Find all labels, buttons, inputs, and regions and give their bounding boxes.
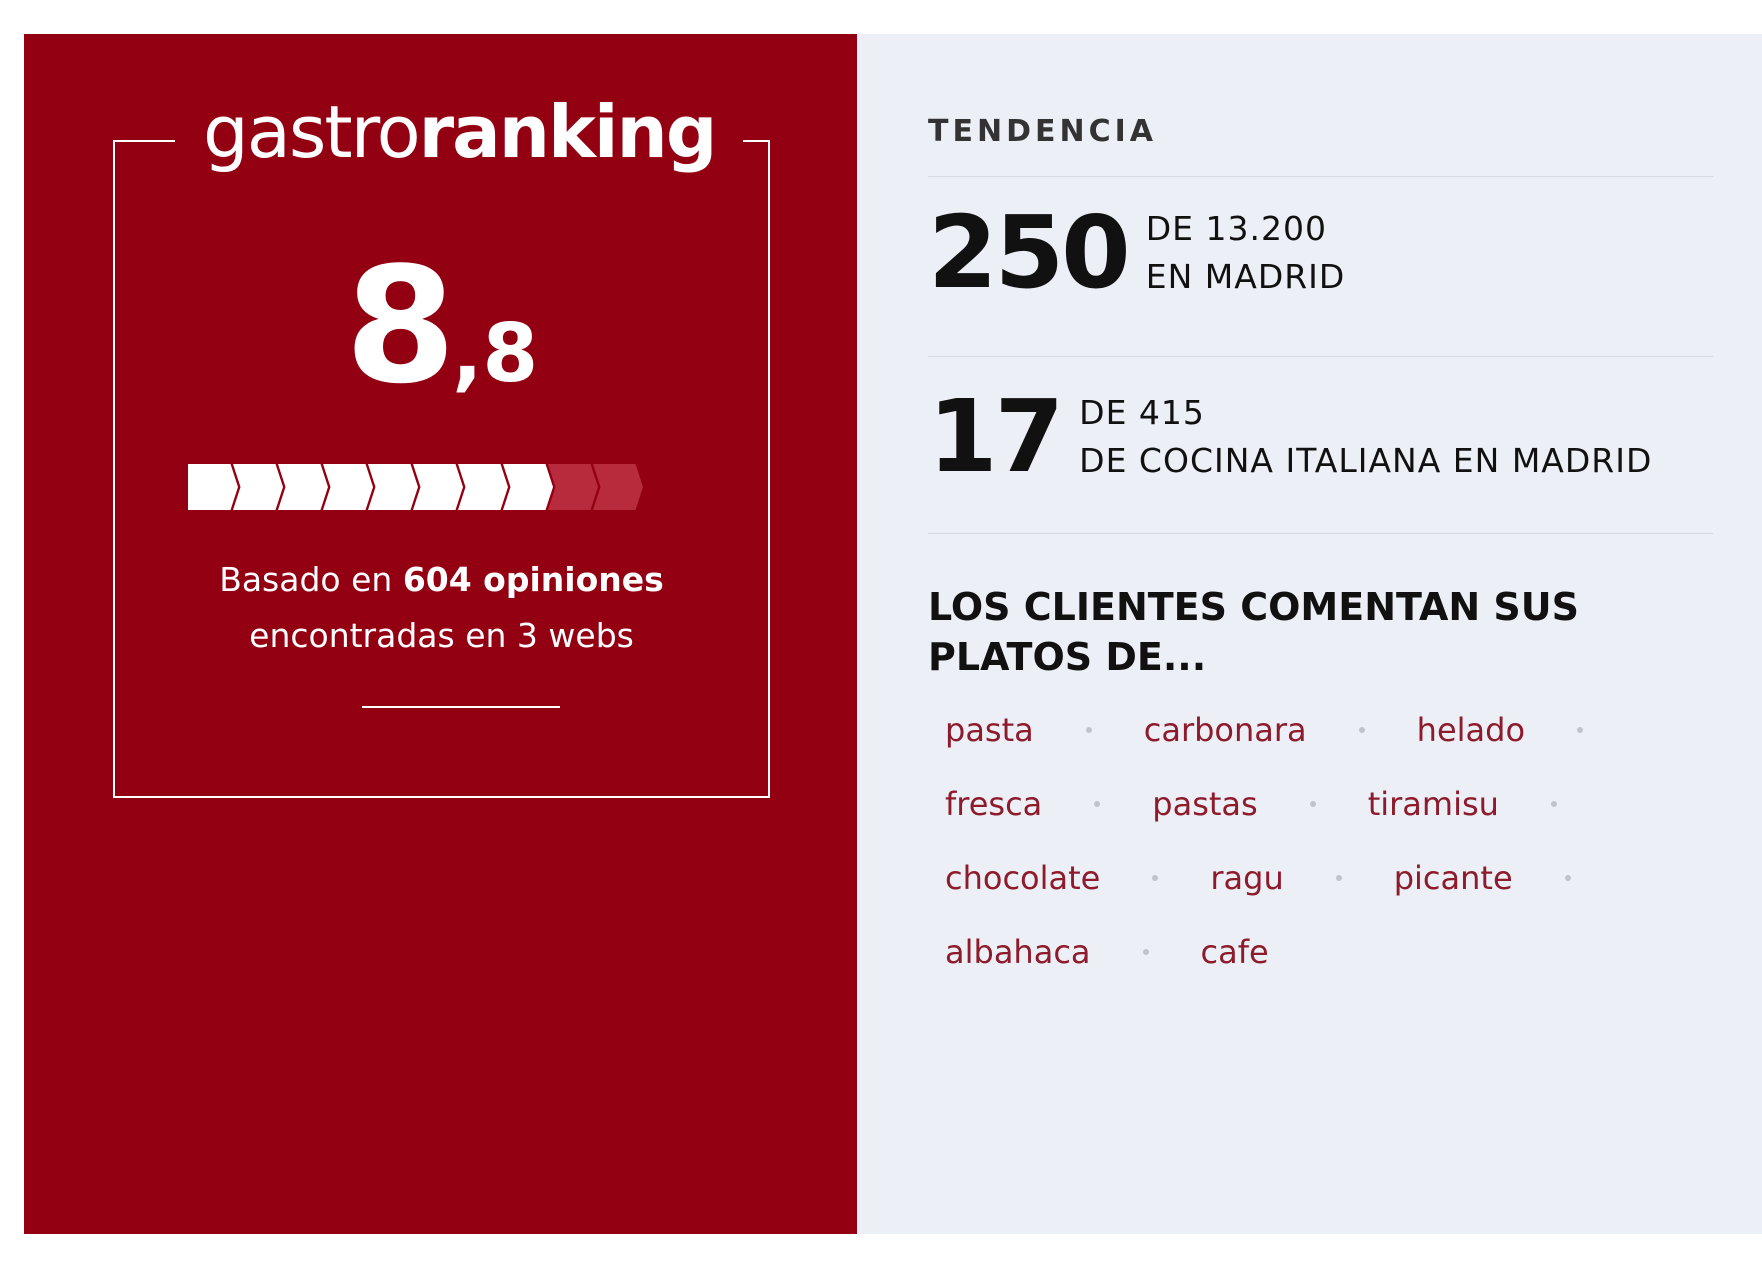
- dish-tag: albahaca: [945, 931, 1201, 973]
- separator-dot: [1564, 875, 1571, 881]
- score-box: gastroranking 8,8 Basado en 604 opinione…: [113, 82, 770, 798]
- dish-tag-label: ragu: [1210, 859, 1284, 897]
- trend-panel: TENDENCIA 250 DE 13.200 EN MADRID 17 DE 4…: [857, 34, 1762, 1234]
- separator-dot: [1577, 727, 1584, 733]
- divider: [928, 176, 1713, 177]
- score-integer: 8: [344, 232, 456, 419]
- divider: [362, 706, 560, 708]
- webs-count: encontradas en 3 webs: [249, 616, 634, 655]
- rank-number: 17: [928, 378, 1064, 495]
- dish-tag: chocolate: [945, 857, 1210, 899]
- score-decimal: ,8: [452, 307, 539, 400]
- score-segment: [458, 464, 508, 510]
- dishes-heading: LOS CLIENTES COMENTAN SUS PLATOS DE...: [928, 585, 1580, 679]
- rank-number: 250: [928, 194, 1131, 311]
- score-segment: [233, 464, 283, 510]
- separator-dot: [1094, 801, 1101, 807]
- dish-tag: helado: [1417, 709, 1635, 751]
- score-panel: gastroranking 8,8 Basado en 604 opinione…: [24, 34, 857, 1234]
- score-value: 8,8: [115, 232, 768, 419]
- dish-tag: cafe: [1201, 931, 1269, 973]
- gastroranking-logo: gastroranking: [175, 82, 744, 182]
- reviews-summary: Basado en 604 opiniones encontradas en 3…: [115, 552, 768, 664]
- separator-dot: [1085, 727, 1092, 733]
- divider: [928, 533, 1713, 534]
- rank-scope: EN MADRID: [1145, 256, 1346, 296]
- score-progress-bar: [188, 464, 644, 510]
- divider: [928, 356, 1713, 357]
- dish-tag-label: chocolate: [945, 859, 1101, 897]
- dish-tag: carbonara: [1144, 709, 1417, 751]
- separator-dot: [1152, 875, 1159, 881]
- dish-tag: pastas: [1152, 783, 1367, 825]
- score-segment: [278, 464, 328, 510]
- rank-city: 250 DE 13.200 EN MADRID: [928, 194, 1345, 311]
- dish-tag-label: picante: [1393, 859, 1513, 897]
- dish-tag-label: pastas: [1152, 785, 1258, 823]
- rank-total: DE 13.200: [1145, 208, 1327, 248]
- separator-dot: [1309, 801, 1316, 807]
- separator-dot: [1142, 949, 1149, 955]
- trend-label: TENDENCIA: [928, 114, 1157, 149]
- dish-tag-label: cafe: [1200, 933, 1269, 971]
- logo-light: gastro: [203, 90, 421, 174]
- score-segment: [413, 464, 463, 510]
- dish-tag-label: fresca: [945, 785, 1043, 823]
- dish-tag-label: helado: [1416, 711, 1526, 749]
- score-segment: [323, 464, 373, 510]
- rank-cuisine: 17 DE 415 DE COCINA ITALIANA EN MADRID: [928, 378, 1652, 495]
- logo-bold: ranking: [418, 90, 718, 174]
- dish-tag-label: albahaca: [945, 933, 1091, 971]
- rank-scope: DE COCINA ITALIANA EN MADRID: [1079, 440, 1653, 480]
- score-segment: [593, 464, 643, 510]
- dish-tag: pasta: [945, 709, 1144, 751]
- dish-tag-label: pasta: [945, 711, 1034, 749]
- dish-tags: pasta carbonara helado fresca pastas tiramisu…: [945, 709, 1665, 973]
- score-segment: [503, 464, 553, 510]
- dish-tag-label: carbonara: [1143, 711, 1307, 749]
- dish-tag: picante: [1394, 857, 1623, 899]
- separator-dot: [1550, 801, 1557, 807]
- dish-tag: tiramisu: [1368, 783, 1609, 825]
- dish-tag-label: tiramisu: [1367, 785, 1499, 823]
- separator-dot: [1335, 875, 1342, 881]
- based-text: Basado en: [219, 560, 403, 599]
- separator-dot: [1358, 727, 1365, 733]
- score-segment: [548, 464, 598, 510]
- dish-tag: fresca: [945, 783, 1152, 825]
- score-segment: [368, 464, 418, 510]
- rank-total: DE 415: [1079, 392, 1205, 432]
- opinions-count: 604 opiniones: [402, 560, 664, 599]
- dish-tag: ragu: [1210, 857, 1393, 899]
- score-segment: [188, 464, 238, 510]
